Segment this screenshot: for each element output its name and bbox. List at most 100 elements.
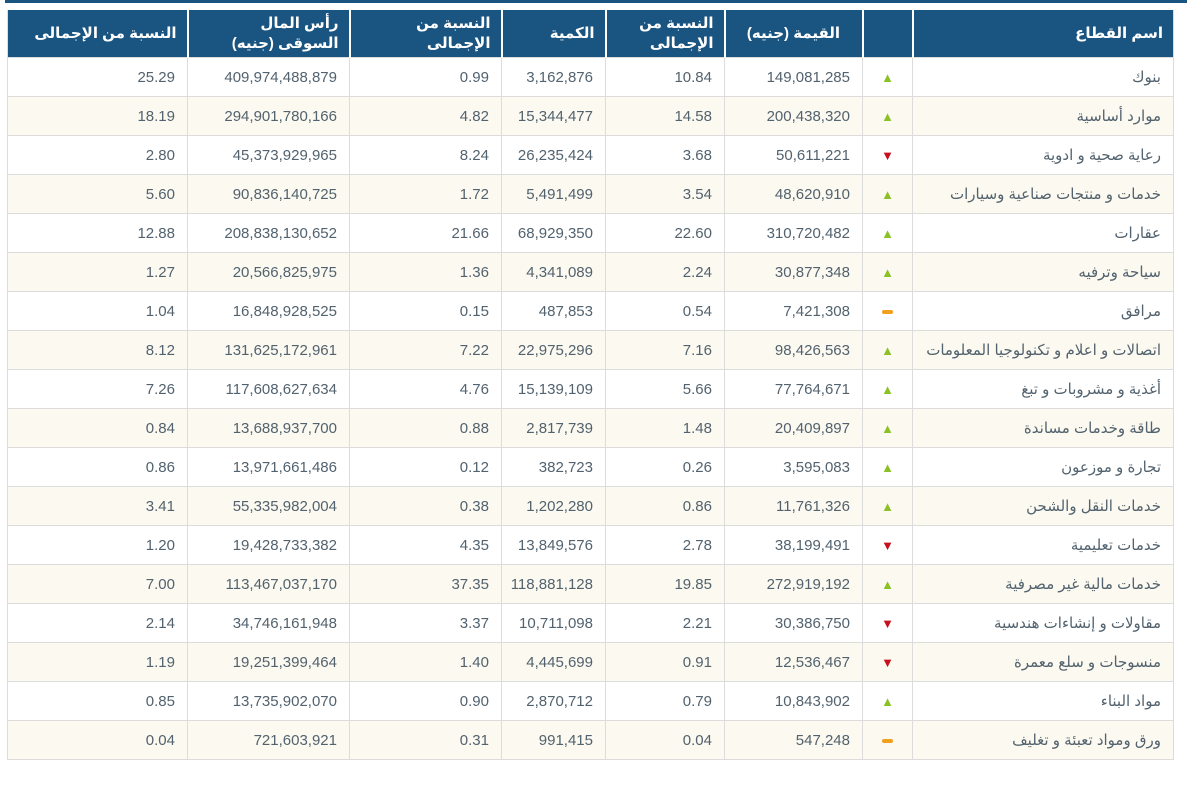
col-value: القيمة (جنيه): [724, 10, 864, 58]
trend-up-icon: ▲: [881, 498, 894, 514]
sector-cell: خدمات مالية غير مصرفية: [912, 564, 1174, 604]
market-cap-pct-cell: 0.84: [7, 408, 188, 448]
trend-up-icon: ▲: [881, 186, 894, 202]
market-cap-pct-cell: 12.88: [7, 213, 188, 253]
change-cell: ▲: [862, 252, 913, 292]
table-row: أغذية و مشروبات و تبغ ▲ 77,764,671 5.66 …: [7, 369, 1174, 409]
trend-down-icon: ▼: [881, 654, 894, 670]
sector-cell: موارد أساسية: [912, 96, 1174, 136]
value-pct-cell: 0.54: [605, 291, 725, 331]
quantity-cell: 2,870,712: [501, 681, 606, 721]
trend-flat-icon: [882, 738, 893, 743]
value-pct-cell: 10.84: [605, 57, 725, 97]
table-row: موارد أساسية ▲ 200,438,320 14.58 15,344,…: [7, 96, 1174, 136]
col-quantity: الكمية: [501, 10, 607, 58]
value-cell: 200,438,320: [724, 96, 863, 136]
change-cell: ▲: [862, 447, 913, 487]
col-market-cap: رأس المال السوقى (جنيه): [187, 10, 351, 58]
quantity-cell: 487,853: [501, 291, 606, 331]
trend-up-icon: ▲: [881, 264, 894, 280]
market-cap-pct-cell: 1.20: [7, 525, 188, 565]
quantity-cell: 10,711,098: [501, 603, 606, 643]
change-cell: ▲: [862, 96, 913, 136]
table-row: طاقة وخدمات مساندة ▲ 20,409,897 1.48 2,8…: [7, 408, 1174, 448]
value-pct-cell: 3.54: [605, 174, 725, 214]
quantity-pct-cell: 1.40: [349, 642, 502, 682]
quantity-cell: 5,491,499: [501, 174, 606, 214]
market-cap-cell: 409,974,488,879: [187, 57, 350, 97]
market-cap-cell: 294,901,780,166: [187, 96, 350, 136]
market-cap-cell: 45,373,929,965: [187, 135, 350, 175]
sector-cell: بنوك: [912, 57, 1174, 97]
value-pct-cell: 22.60: [605, 213, 725, 253]
quantity-pct-cell: 7.22: [349, 330, 502, 370]
quantity-pct-cell: 1.36: [349, 252, 502, 292]
sector-cell: خدمات و منتجات صناعية وسيارات: [912, 174, 1174, 214]
quantity-pct-cell: 1.72: [349, 174, 502, 214]
value-cell: 38,199,491: [724, 525, 863, 565]
market-cap-cell: 13,735,902,070: [187, 681, 350, 721]
change-cell: [862, 720, 913, 760]
quantity-cell: 4,341,089: [501, 252, 606, 292]
change-cell: ▲: [862, 369, 913, 409]
value-cell: 310,720,482: [724, 213, 863, 253]
trend-up-icon: ▲: [881, 108, 894, 124]
value-cell: 77,764,671: [724, 369, 863, 409]
value-pct-cell: 0.26: [605, 447, 725, 487]
quantity-pct-cell: 21.66: [349, 213, 502, 253]
quantity-cell: 26,235,424: [501, 135, 606, 175]
value-cell: 272,919,192: [724, 564, 863, 604]
col-quantity-pct: النسبة من الإجمالى: [349, 10, 503, 58]
value-cell: 149,081,285: [724, 57, 863, 97]
quantity-cell: 68,929,350: [501, 213, 606, 253]
change-cell: ▲: [862, 681, 913, 721]
value-pct-cell: 1.48: [605, 408, 725, 448]
sector-cell: خدمات تعليمية: [912, 525, 1174, 565]
quantity-cell: 991,415: [501, 720, 606, 760]
market-cap-cell: 721,603,921: [187, 720, 350, 760]
market-cap-cell: 20,566,825,975: [187, 252, 350, 292]
value-cell: 30,877,348: [724, 252, 863, 292]
change-cell: ▲: [862, 213, 913, 253]
quantity-pct-cell: 0.99: [349, 57, 502, 97]
value-cell: 11,761,326: [724, 486, 863, 526]
quantity-cell: 3,162,876: [501, 57, 606, 97]
trend-up-icon: ▲: [881, 381, 894, 397]
market-cap-cell: 19,428,733,382: [187, 525, 350, 565]
change-cell: ▲: [862, 564, 913, 604]
sector-cell: منسوجات و سلع معمرة: [912, 642, 1174, 682]
value-cell: 12,536,467: [724, 642, 863, 682]
table-row: مرافق 7,421,308 0.54 487,853 0.15 16,848…: [7, 291, 1174, 331]
trend-up-icon: ▲: [881, 69, 894, 85]
sector-cell: أغذية و مشروبات و تبغ: [912, 369, 1174, 409]
value-cell: 20,409,897: [724, 408, 863, 448]
market-cap-pct-cell: 1.04: [7, 291, 188, 331]
value-pct-cell: 0.91: [605, 642, 725, 682]
market-cap-cell: 90,836,140,725: [187, 174, 350, 214]
market-cap-pct-cell: 0.86: [7, 447, 188, 487]
market-cap-pct-cell: 3.41: [7, 486, 188, 526]
change-cell: ▼: [862, 135, 913, 175]
value-pct-cell: 5.66: [605, 369, 725, 409]
quantity-pct-cell: 0.88: [349, 408, 502, 448]
change-cell: ▲: [862, 174, 913, 214]
sector-cell: مواد البناء: [912, 681, 1174, 721]
quantity-cell: 22,975,296: [501, 330, 606, 370]
quantity-cell: 13,849,576: [501, 525, 606, 565]
value-pct-cell: 2.24: [605, 252, 725, 292]
market-cap-pct-cell: 1.19: [7, 642, 188, 682]
quantity-pct-cell: 0.12: [349, 447, 502, 487]
change-cell: ▼: [862, 603, 913, 643]
table-row: خدمات النقل والشحن ▲ 11,761,326 0.86 1,2…: [7, 486, 1174, 526]
sectors-table-header: اسم القطاع القيمة (جنيه) النسبة من الإجم…: [7, 10, 1174, 58]
sectors-table: اسم القطاع القيمة (جنيه) النسبة من الإجم…: [7, 10, 1174, 760]
value-pct-cell: 3.68: [605, 135, 725, 175]
value-pct-cell: 7.16: [605, 330, 725, 370]
market-cap-pct-cell: 8.12: [7, 330, 188, 370]
value-pct-cell: 14.58: [605, 96, 725, 136]
quantity-pct-cell: 0.90: [349, 681, 502, 721]
sector-table-body: بنوك ▲ 149,081,285 10.84 3,162,876 0.99 …: [7, 57, 1174, 760]
change-cell: ▼: [862, 642, 913, 682]
table-row: اتصالات و اعلام و تكنولوجيا المعلومات ▲ …: [7, 330, 1174, 370]
market-cap-cell: 34,746,161,948: [187, 603, 350, 643]
